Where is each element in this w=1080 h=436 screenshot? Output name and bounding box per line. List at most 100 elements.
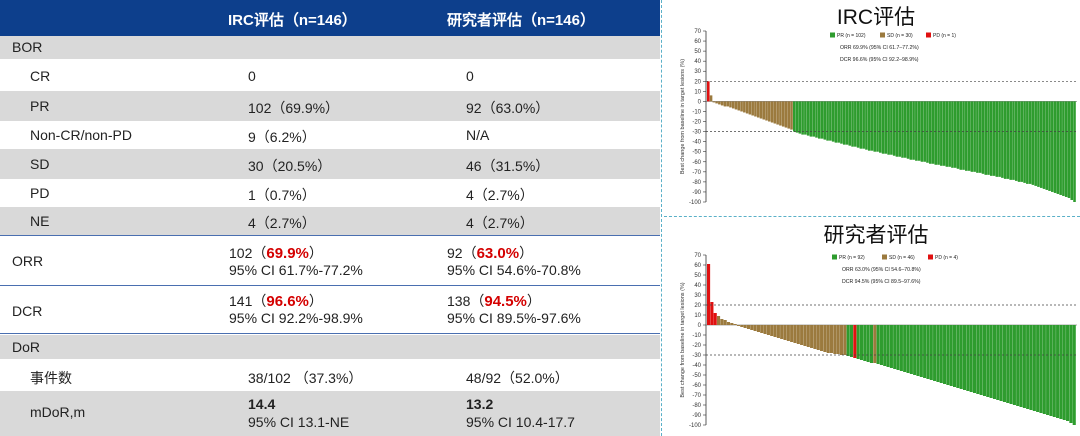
irc-y-tick-label: 0 [698,99,702,105]
irc-bar [1070,101,1074,200]
table-row: NE 4（2.7%） 4（2.7%） [0,207,660,235]
irc-y-tick-label: 60 [694,39,701,45]
dcr-inv-ci: 95% CI 89.5%-97.6% [447,310,581,326]
irc-bar [989,101,993,176]
inv-bar [846,325,850,356]
irc-bar [995,101,999,177]
irc-bar [984,101,988,175]
inv-bar [929,325,933,380]
inv-bar [996,325,1000,400]
irc-bar [940,101,943,166]
dcr-inv-rate: 94.5% [484,293,527,310]
irc-legend-swatch [830,32,835,38]
irc-bar [1073,101,1076,202]
row-label: SD [30,156,50,172]
irc-bar [948,101,951,167]
irc-y-tick-label: 20 [694,79,701,85]
mdor-investigator: 13.2 [466,396,494,412]
inv-bar [1052,325,1056,417]
results-table: IRC评估（n=146） 研究者评估（n=146） BOR CR 0 0 PR … [0,0,660,436]
irc-bar [793,101,796,132]
irc-bar [856,101,860,148]
irc-bar [879,101,882,153]
irc-bar [890,101,893,155]
inv-bar [1046,325,1050,415]
irc-bar [959,101,963,170]
dcr-irc-ci: 95% CI 92.2%-98.9% [229,310,363,326]
inv-bar [800,325,804,345]
inv-bar [780,325,784,339]
investigator-value: 0 [466,68,474,84]
inv-bar [793,325,797,343]
mdor-investigator-ci: 95% CI 10.4-17.7 [466,414,575,430]
inv-bar [856,325,860,359]
irc-bar [723,101,727,107]
inv-bar [986,325,990,397]
irc-bar [751,101,754,116]
inv-bar [909,325,913,374]
inv-bar [756,325,760,332]
orr-irc: 102（69.9%） [229,243,323,263]
inv-bar [933,325,937,381]
inv-bar [1062,325,1066,420]
irc-y-tick-label: -100 [689,200,702,206]
irc-legend-swatch [880,32,885,38]
inv-bar [773,325,777,337]
irc-bar [842,101,846,145]
irc-bar [854,101,857,147]
irc-bar [840,101,843,144]
irc-bar [809,101,813,137]
irc-bar [804,101,807,135]
inv-y-tick-label: 70 [694,253,701,259]
dcr-row: DCR 141（96.6%） 95% CI 92.2%-98.9% 138（94… [0,287,660,333]
inv-bar [1059,325,1063,419]
table-row: PD 1（0.7%） 4（2.7%） [0,179,660,207]
inv-bar [790,325,794,342]
irc-bar [901,101,904,158]
inv-bar [879,325,883,365]
dcr-label: DCR [12,303,43,319]
inv-legend-swatch [832,254,837,260]
irc-bar [945,101,949,167]
inv-bar [1002,325,1006,402]
inv-bar [1042,325,1046,414]
irc-bar [912,101,915,160]
inv-bar [849,325,854,357]
irc-value: 4（2.7%） [248,215,316,231]
inv-bar [992,325,997,399]
inv-bar [823,325,827,352]
inv-bar [939,325,943,383]
irc-bar [1001,101,1004,178]
inv-bar [833,325,837,354]
inv-y-tick-label: 0 [698,323,702,329]
header-irc: IRC评估（n=146） [228,12,357,29]
irc-bar [970,101,974,172]
irc-bar [870,101,874,151]
irc-bar [737,101,741,111]
irc-legend-label: PR (n = 102) [837,33,866,39]
dcr-irc-close: ） [308,293,323,309]
irc-value: 0 [248,68,256,84]
irc-bar [837,101,840,143]
inv-bar [836,325,840,354]
irc-bar [801,101,804,135]
inv-bar [766,325,770,335]
irc-bar [1067,101,1071,198]
inv-bar [966,325,970,391]
dcr-inv-close: ） [526,293,541,309]
table-header: IRC评估（n=146） 研究者评估（n=146） [0,0,660,36]
irc-bar [867,101,871,151]
irc-bar [1023,101,1026,183]
divider [0,333,660,334]
irc-y-axis-label: Best change from baseline in target lesi… [680,59,686,174]
inv-bar [753,325,757,331]
irc-bar [926,101,929,163]
inv-bar [899,325,903,371]
irc-bar [798,101,802,134]
irc-y-tick-label: -40 [692,140,701,146]
irc-bar [1062,101,1065,196]
irc-bar [795,101,799,133]
irc-legend-swatch [926,32,931,38]
inv-bar [1016,325,1020,406]
irc-bar [759,101,763,119]
